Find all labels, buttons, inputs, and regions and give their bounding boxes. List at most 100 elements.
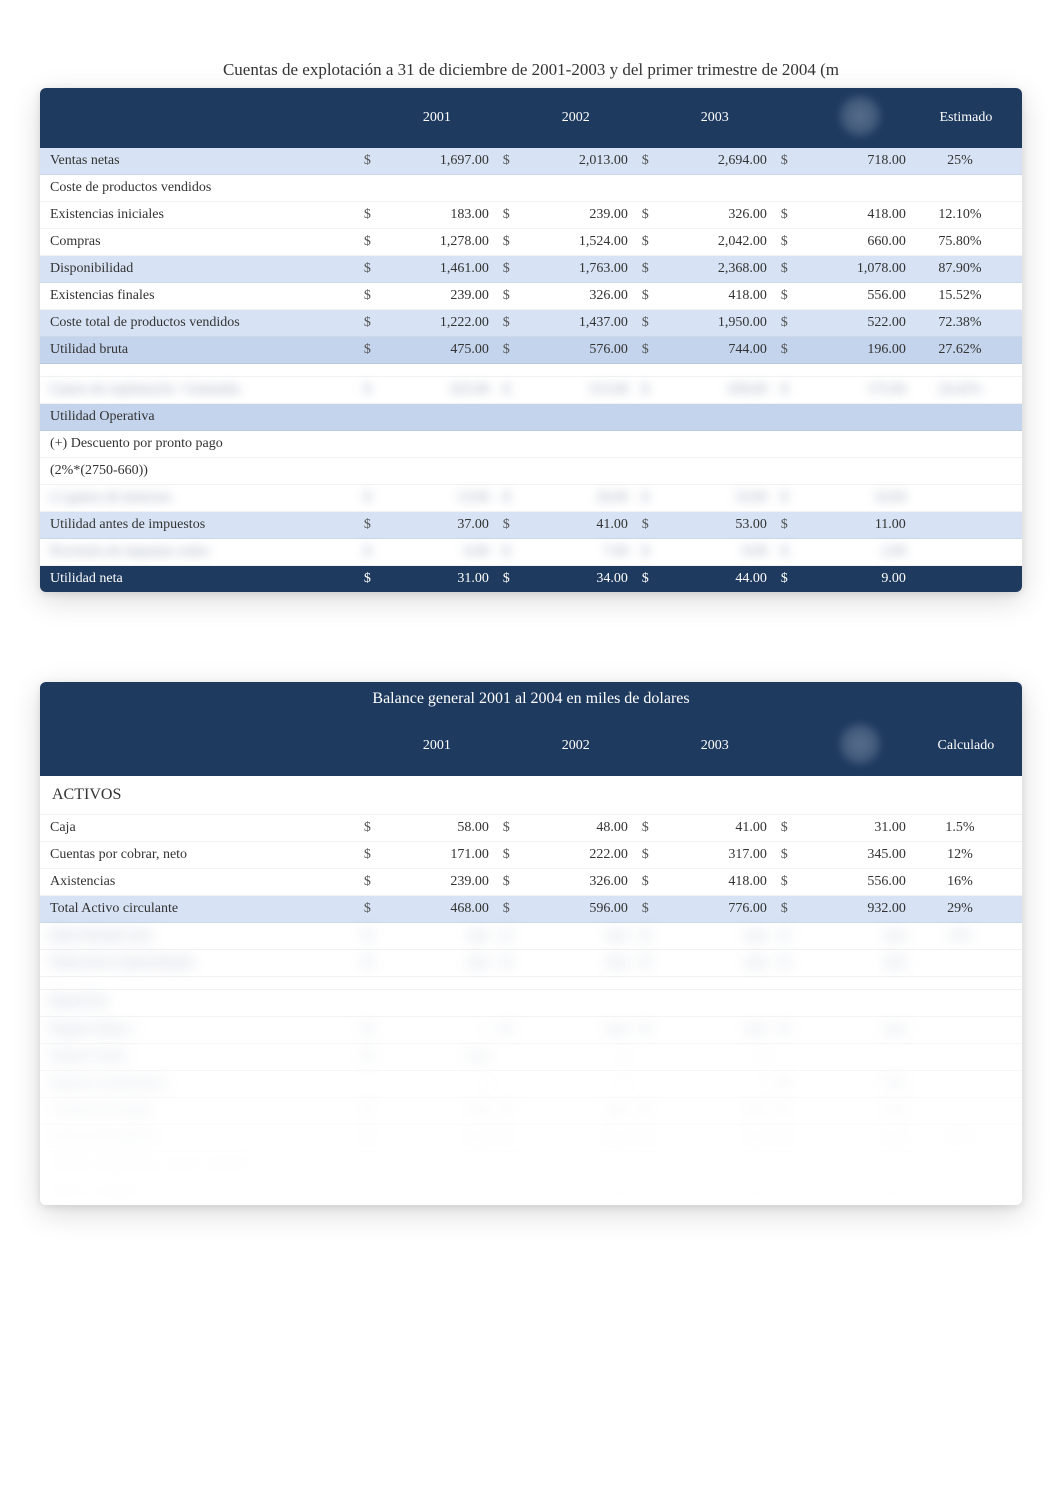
cell [798,404,910,431]
cell [354,175,381,202]
cell: 326.00 [520,283,632,310]
cell [354,1071,381,1098]
cell: xxx [381,1098,493,1125]
cell: 15.52% [910,283,1022,310]
th-2003: 2003 [659,88,771,148]
cell: - [659,1044,771,1071]
cell: $ [771,923,798,950]
cell: (+) Descuento por pronto pago [40,431,354,458]
table-row: Pagarés Banco$-$xxx$xxx$xxx [40,1017,1022,1044]
cell [910,977,1022,990]
th-estimado: Estimado [910,88,1022,148]
cell: $ [493,1179,520,1206]
cell: Axistencias [40,869,354,896]
cell [771,1044,798,1071]
cell [910,990,1022,1017]
cell: Cuentas por pagar [40,1098,354,1125]
cell: $ [771,1017,798,1044]
cell [354,977,381,990]
cell [771,404,798,431]
cell: 239.00 [381,283,493,310]
cell: 13.00 [381,485,493,512]
cell [659,175,771,202]
cell [381,431,493,458]
table1-header-row: 2001 2002 2003 Estimado [40,88,1022,148]
cell: 468.00 [381,896,493,923]
table-row: (+) Descuento por pronto pago [40,431,1022,458]
table-row: (2%*(2750-660)) [40,458,1022,485]
cell: $ [632,869,659,896]
cell: 171.00 [381,842,493,869]
cell [493,977,520,990]
cell [798,977,910,990]
cell [632,431,659,458]
cell: - [520,1071,632,1098]
cell: Disponibilidad [40,256,354,283]
cell: 1.5% [910,815,1022,842]
cell: 239.00 [381,869,493,896]
cell: xxx [659,1152,771,1179]
cell: 475.00 [381,337,493,364]
th-cur2 [493,88,520,148]
cell: $ [493,377,520,404]
cell: $ [493,539,520,566]
th2-2001: 2001 [381,716,493,776]
table-row: (-) gastos de intereses$13.00$20.00$33.0… [40,485,1022,512]
cell: 576.00 [520,337,632,364]
cell: xxx [798,950,910,977]
cell [910,485,1022,512]
cell: 12% [910,842,1022,869]
cell: $ [771,869,798,896]
cell [798,431,910,458]
cell: Existencias finales [40,283,354,310]
cell: Utilidad antes de impuestos [40,512,354,539]
table-row: Existencias finales$239.00$326.00$418.00… [40,283,1022,310]
cell: 175.00 [798,377,910,404]
th2-2003: 2003 [659,716,771,776]
cell: Utilidad Operativa [40,404,354,431]
cell: $ [493,950,520,977]
cell: $ [354,1098,381,1125]
cell: 6.00 [381,539,493,566]
cell [632,404,659,431]
cell: 1,697.00 [381,148,493,175]
cell: $ [493,896,520,923]
cell [771,175,798,202]
cell [771,364,798,377]
table1-wrap: 2001 2002 2003 Estimado Ventas netas$1,6… [40,88,1022,592]
cell: Pagarés Banco [40,1017,354,1044]
cell [771,431,798,458]
cell [493,1071,520,1098]
cell: 2,013.00 [520,148,632,175]
cell: - [659,1071,771,1098]
table-row: Inmovilizado neto$xxx$xxx$xxx$xxxx% [40,923,1022,950]
cell: $ [354,229,381,256]
cell [771,990,798,1017]
cell [520,404,632,431]
cell: xxx [381,923,493,950]
cell: $ [354,1152,381,1179]
cell: 776.00 [659,896,771,923]
cell: 660.00 [798,229,910,256]
table-row [40,364,1022,377]
table-row: Deuda a largo plazo, parte corriente$xxx… [40,1152,1022,1179]
cell: Total Activo circulante [40,896,354,923]
cell: $ [493,566,520,593]
th-blank [40,88,354,148]
cell [520,977,632,990]
table2-header-row: 2001 2002 2003 Calculado [40,716,1022,776]
cell: $ [771,377,798,404]
table-row: Total activo inmovilizado$xxx$xxx$xxx$xx… [40,950,1022,977]
cell: 1,278.00 [381,229,493,256]
cell: xxx [381,1125,493,1152]
cell: 48.00 [520,815,632,842]
cell: $ [771,148,798,175]
cell: $ [771,283,798,310]
cell: 1,950.00 [659,310,771,337]
cell: xxx [798,923,910,950]
cell [632,990,659,1017]
cell [520,458,632,485]
table-row: Provisión de impuesto sobre$6.00$7.00$9.… [40,539,1022,566]
cell: 2,694.00 [659,148,771,175]
th-cur4 [771,88,798,148]
